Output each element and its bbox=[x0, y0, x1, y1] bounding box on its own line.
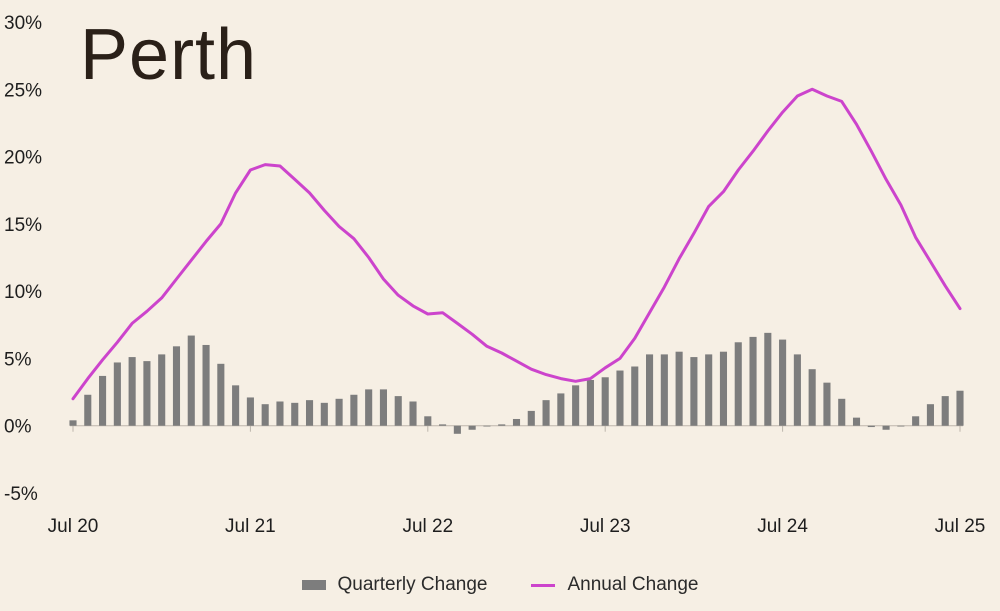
bar-quarterly-change bbox=[350, 394, 358, 426]
bar-quarterly-change bbox=[838, 398, 846, 426]
bar-quarterly-change bbox=[379, 389, 387, 426]
bar-quarterly-change bbox=[779, 339, 787, 426]
bar-quarterly-change bbox=[631, 366, 639, 426]
bar-quarterly-change bbox=[912, 416, 920, 426]
bar-quarterly-change bbox=[335, 398, 343, 426]
bar-quarterly-change bbox=[439, 424, 447, 426]
x-tick-label: Jul 23 bbox=[580, 516, 631, 537]
bar-quarterly-change bbox=[956, 390, 964, 426]
bar-quarterly-change bbox=[158, 354, 166, 426]
legend-label-quarterly: Quarterly Change bbox=[337, 574, 488, 595]
legend-item-annual: Annual Change bbox=[531, 574, 698, 596]
y-tick-label: 10% bbox=[4, 282, 42, 303]
legend-swatch-annual bbox=[531, 583, 556, 587]
chart-title: Perth bbox=[80, 15, 258, 95]
bar-quarterly-change bbox=[187, 335, 195, 426]
bar-quarterly-change bbox=[232, 385, 240, 426]
bar-quarterly-change bbox=[99, 375, 107, 426]
bar-quarterly-change bbox=[246, 397, 254, 426]
bar-quarterly-change bbox=[128, 357, 136, 426]
y-tick-label: 0% bbox=[4, 417, 32, 438]
y-tick-label: -5% bbox=[4, 484, 38, 505]
bar-quarterly-change bbox=[586, 379, 594, 426]
bar-quarterly-change bbox=[320, 402, 328, 426]
bar-quarterly-change bbox=[291, 402, 299, 426]
bar-quarterly-change bbox=[542, 400, 550, 426]
x-tick-label: Jul 20 bbox=[48, 516, 99, 537]
y-tick-label: 25% bbox=[4, 80, 42, 101]
bar-quarterly-change bbox=[705, 354, 713, 426]
bar-quarterly-change bbox=[793, 354, 801, 426]
bar-quarterly-change bbox=[690, 357, 698, 426]
bar-quarterly-change bbox=[172, 346, 181, 426]
bar-quarterly-change bbox=[217, 363, 225, 426]
bar-quarterly-change bbox=[424, 416, 432, 426]
x-tick-label: Jul 24 bbox=[757, 516, 808, 537]
bar-quarterly-change bbox=[897, 425, 905, 427]
bar-quarterly-change bbox=[852, 417, 861, 426]
y-tick-label: 5% bbox=[4, 349, 32, 370]
bar-quarterly-change bbox=[749, 336, 757, 426]
bar-quarterly-change bbox=[498, 424, 506, 426]
bar-quarterly-change bbox=[557, 393, 565, 426]
bar-quarterly-change bbox=[719, 351, 728, 426]
legend-label-annual: Annual Change bbox=[567, 574, 699, 595]
legend-swatch-quarterly bbox=[301, 580, 326, 590]
bar-quarterly-change bbox=[113, 362, 121, 426]
bar-quarterly-change bbox=[305, 400, 314, 426]
bar-quarterly-change bbox=[261, 404, 269, 426]
chart-legend: Quarterly Change Annual Change bbox=[0, 574, 1000, 596]
x-tick-label: Jul 22 bbox=[402, 516, 453, 537]
bar-quarterly-change bbox=[823, 382, 831, 426]
bar-quarterly-change bbox=[941, 396, 949, 426]
bar-quarterly-change bbox=[660, 354, 668, 426]
bar-quarterly-change bbox=[734, 342, 742, 426]
bar-quarterly-change bbox=[808, 369, 816, 426]
x-tick-label: Jul 21 bbox=[225, 516, 276, 537]
x-tick-label: Jul 25 bbox=[935, 516, 986, 537]
legend-item-quarterly: Quarterly Change bbox=[301, 574, 488, 596]
bar-quarterly-change bbox=[867, 425, 875, 428]
bar-quarterly-change bbox=[409, 401, 417, 426]
bar-quarterly-change bbox=[572, 385, 580, 426]
bar-quarterly-change bbox=[512, 418, 521, 426]
bar-quarterly-change bbox=[69, 420, 77, 426]
bar-quarterly-change bbox=[882, 425, 890, 430]
bar-quarterly-change bbox=[616, 370, 624, 426]
bar-quarterly-change bbox=[675, 351, 683, 426]
y-tick-label: 15% bbox=[4, 215, 42, 236]
line-annual-change bbox=[71, 87, 962, 401]
bar-quarterly-change bbox=[468, 425, 476, 430]
bar-quarterly-change bbox=[764, 332, 772, 426]
bar-quarterly-change bbox=[601, 377, 609, 426]
bar-quarterly-change bbox=[365, 389, 373, 426]
y-tick-label: 20% bbox=[4, 148, 42, 169]
bar-quarterly-change bbox=[453, 425, 461, 434]
bar-quarterly-change bbox=[276, 401, 284, 426]
bar-quarterly-change bbox=[527, 410, 535, 426]
bar-quarterly-change bbox=[483, 425, 491, 427]
bar-quarterly-change bbox=[394, 396, 402, 426]
bar-quarterly-change bbox=[84, 394, 92, 426]
bar-quarterly-change bbox=[926, 404, 934, 426]
y-tick-label: 30% bbox=[4, 13, 42, 34]
bar-quarterly-change bbox=[143, 361, 151, 426]
bar-quarterly-change bbox=[202, 344, 210, 426]
bar-quarterly-change bbox=[646, 354, 654, 426]
